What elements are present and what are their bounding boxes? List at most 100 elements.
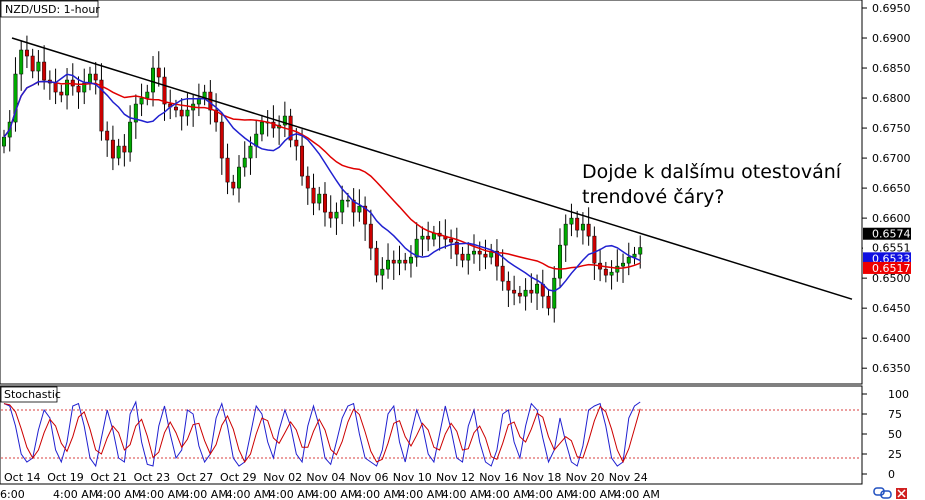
candle-body <box>408 256 413 264</box>
price-label-text: 0.6551 <box>872 242 911 255</box>
candle-body <box>558 244 562 279</box>
candle-body <box>59 91 64 96</box>
downtrend-line <box>11 37 853 300</box>
candle-body <box>76 85 81 93</box>
candle-body <box>259 121 264 135</box>
candle-body <box>580 223 585 231</box>
time-axis-time: 4:00 AM <box>485 488 530 500</box>
candle-body <box>328 211 333 219</box>
time-axis-time: 4:00 AM <box>615 488 660 500</box>
price-tick-label: 0.6600 <box>872 212 911 225</box>
price-tick-label: 0.6400 <box>872 332 911 345</box>
candle-body <box>2 136 6 147</box>
time-axis-date: Oct 27 <box>177 471 214 484</box>
candle-body <box>317 193 322 204</box>
candle-body <box>483 253 488 258</box>
chart-title-box <box>0 0 99 18</box>
stochastic-tick-label: 50 <box>888 428 902 441</box>
price-label-box <box>863 241 911 254</box>
candle-body <box>334 211 339 219</box>
candle-body <box>156 67 161 78</box>
price-tick-label: 0.6500 <box>872 272 911 285</box>
candle-body <box>179 109 184 117</box>
price-label-box <box>863 227 911 240</box>
time-axis-date: Oct 29 <box>220 471 257 484</box>
candle-body <box>88 73 92 84</box>
candle-body <box>162 76 167 105</box>
candle-body <box>523 289 528 297</box>
candle-body <box>609 271 614 276</box>
candle-body <box>563 223 568 246</box>
candle-body <box>380 268 385 276</box>
candle-body <box>449 238 454 243</box>
candle-body <box>340 199 345 213</box>
stochastic-axis-ticks: 100 75 50 25 0 <box>862 388 909 481</box>
candle-body <box>586 223 591 237</box>
candle-body <box>294 139 299 147</box>
candle-body <box>420 235 425 240</box>
time-axis-date: Nov 10 <box>393 471 432 484</box>
link-icon[interactable] <box>873 487 892 499</box>
candle-body <box>214 109 219 123</box>
candle-body <box>139 97 144 105</box>
candle-body <box>357 205 362 213</box>
candle-body <box>500 265 505 282</box>
time-axis-time: 4:00 AM <box>399 488 444 500</box>
candle-body <box>460 253 465 261</box>
price-tick-label: 0.6800 <box>872 92 911 105</box>
time-axis-date: Nov 20 <box>566 471 605 484</box>
candle-body <box>208 91 213 111</box>
time-axis-date: Nov 06 <box>350 471 389 484</box>
candle-body <box>151 67 155 93</box>
price-tick-label: 0.6950 <box>872 2 911 15</box>
time-axis-time: 4:00 AM <box>53 488 98 500</box>
candle-body <box>36 61 41 72</box>
stochastic-k-line <box>3 400 641 468</box>
stochastic-title: Stochastic <box>4 388 61 401</box>
close-icon[interactable] <box>896 488 907 499</box>
candle-body <box>517 292 522 297</box>
candle-body <box>237 166 241 189</box>
stochastic-d-line <box>3 403 641 464</box>
price-tick-label: 0.6350 <box>872 362 911 375</box>
candle-body <box>282 115 287 126</box>
candle-body <box>42 61 47 81</box>
time-axis-date: Nov 18 <box>522 471 561 484</box>
time-axis-date: Oct 14 <box>4 471 41 484</box>
annotation-line-1: Dojde k dalšímu otestování <box>582 161 842 183</box>
time-axis-time: 4:00 AM <box>183 488 228 500</box>
stochastic-tick-label: 75 <box>888 408 902 421</box>
candle-body <box>472 250 476 255</box>
time-axis-time: 4:00 AM <box>528 488 573 500</box>
candle-body <box>592 235 597 264</box>
price-label-text: 0.6517 <box>872 262 911 275</box>
candle-body <box>535 283 540 294</box>
candle-body <box>615 265 620 273</box>
candle-body <box>632 253 637 258</box>
stochastic-tick-label: 0 <box>888 468 895 481</box>
candle-body <box>288 115 293 141</box>
price-tick-label: 0.6900 <box>872 32 911 45</box>
candle-body <box>323 193 327 213</box>
candle-body <box>99 79 104 132</box>
candle-body <box>397 259 402 264</box>
price-label-text: 0.6574 <box>872 228 911 241</box>
candle-body <box>638 247 643 255</box>
time-axis-date: Nov 04 <box>306 471 345 484</box>
price-tick-label: 0.6750 <box>872 122 911 135</box>
candle-body <box>603 268 608 276</box>
candle-body <box>24 49 29 57</box>
candle-body <box>345 199 350 202</box>
candle-body <box>426 235 431 240</box>
fast-moving-average <box>3 73 641 292</box>
chart-title: NZD/USD: 1-hour <box>5 3 100 16</box>
candle-body <box>219 121 224 159</box>
candle-body <box>53 82 58 93</box>
price-tick-label: 0.6700 <box>872 152 911 165</box>
candle-body <box>403 259 408 264</box>
candle-body <box>494 250 499 267</box>
candle-body <box>173 106 178 111</box>
time-axis-time: 4:00 AM <box>312 488 357 500</box>
candle-body <box>368 223 373 249</box>
time-axis-time: 4:00 AM <box>96 488 141 500</box>
